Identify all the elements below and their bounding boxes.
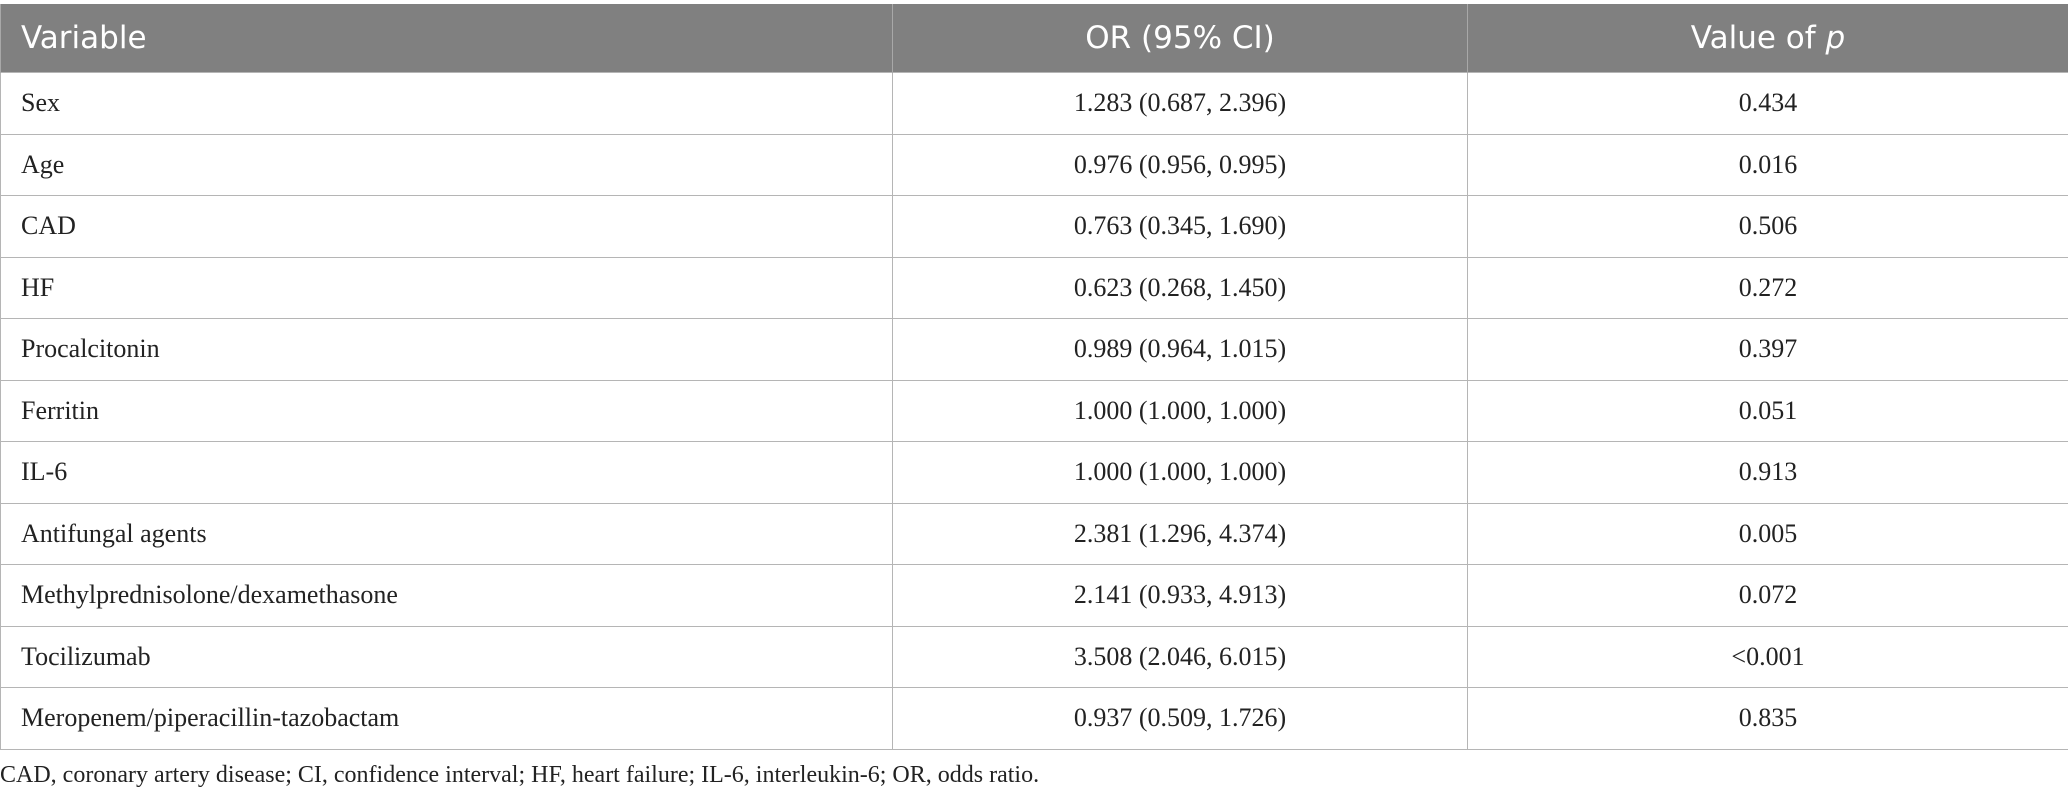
table-row: Methylprednisolone/dexamethasone 2.141 (0… bbox=[0, 564, 2068, 627]
table-row: IL-6 1.000 (1.000, 1.000) 0.913 bbox=[0, 441, 2068, 504]
cell-or-ci: 1.000 (1.000, 1.000) bbox=[892, 441, 1468, 504]
cell-or-ci: 3.508 (2.046, 6.015) bbox=[892, 625, 1468, 688]
header-row: Variable OR (95% CI) Value of p bbox=[0, 4, 2068, 73]
cell-variable: Age bbox=[0, 133, 893, 196]
cell-variable: HF bbox=[0, 256, 893, 319]
table-row: CAD 0.763 (0.345, 1.690) 0.506 bbox=[0, 195, 2068, 258]
table-row: Ferritin 1.000 (1.000, 1.000) 0.051 bbox=[0, 379, 2068, 442]
cell-variable: Meropenem/piperacillin-tazobactam bbox=[0, 687, 893, 750]
header-p-value: Value of p bbox=[1467, 4, 2068, 73]
header-variable: Variable bbox=[0, 4, 893, 73]
header-p-italic: p bbox=[1825, 20, 1846, 56]
cell-or-ci: 1.000 (1.000, 1.000) bbox=[892, 379, 1468, 442]
cell-p-value: 0.397 bbox=[1467, 318, 2068, 381]
table-footnote: CAD, coronary artery disease; CI, confid… bbox=[0, 762, 1040, 788]
table-row: HF 0.623 (0.268, 1.450) 0.272 bbox=[0, 256, 2068, 319]
cell-variable: Tocilizumab bbox=[0, 625, 893, 688]
table-row: Antifungal agents 2.381 (1.296, 4.374) 0.0… bbox=[0, 502, 2068, 565]
cell-p-value: 0.434 bbox=[1467, 72, 2068, 135]
cell-p-value: 0.506 bbox=[1467, 195, 2068, 258]
table-row: Sex 1.283 (0.687, 2.396) 0.434 bbox=[0, 72, 2068, 135]
table-row: Procalcitonin 0.989 (0.964, 1.015) 0.397 bbox=[0, 318, 2068, 381]
cell-variable: Procalcitonin bbox=[0, 318, 893, 381]
cell-or-ci: 0.989 (0.964, 1.015) bbox=[892, 318, 1468, 381]
cell-p-value: <0.001 bbox=[1467, 625, 2068, 688]
cell-variable: Antifungal agents bbox=[0, 502, 893, 565]
cell-p-value: 0.051 bbox=[1467, 379, 2068, 442]
table-row: Age 0.976 (0.956, 0.995) 0.016 bbox=[0, 133, 2068, 196]
results-table-container: Variable OR (95% CI) Value of p Sex 1.283… bbox=[0, 4, 2068, 750]
cell-p-value: 0.835 bbox=[1467, 687, 2068, 750]
table-row: Meropenem/piperacillin-tazobactam 0.937 (… bbox=[0, 687, 2068, 750]
cell-variable: Sex bbox=[0, 72, 893, 135]
header-p-prefix: Value of bbox=[1690, 20, 1826, 56]
cell-or-ci: 0.763 (0.345, 1.690) bbox=[892, 195, 1468, 258]
cell-p-value: 0.072 bbox=[1467, 564, 2068, 627]
cell-variable: CAD bbox=[0, 195, 893, 258]
cell-or-ci: 0.623 (0.268, 1.450) bbox=[892, 256, 1468, 319]
cell-or-ci: 0.937 (0.509, 1.726) bbox=[892, 687, 1468, 750]
cell-variable: Ferritin bbox=[0, 379, 893, 442]
table-body: Sex 1.283 (0.687, 2.396) 0.434 Age 0.976 (0.… bbox=[0, 72, 2068, 750]
cell-or-ci: 2.141 (0.933, 4.913) bbox=[892, 564, 1468, 627]
cell-variable: Methylprednisolone/dexamethasone bbox=[0, 564, 893, 627]
cell-or-ci: 0.976 (0.956, 0.995) bbox=[892, 133, 1468, 196]
cell-p-value: 0.016 bbox=[1467, 133, 2068, 196]
odds-ratio-table: Variable OR (95% CI) Value of p Sex 1.283… bbox=[0, 4, 2068, 750]
cell-p-value: 0.272 bbox=[1467, 256, 2068, 319]
cell-variable: IL-6 bbox=[0, 441, 893, 504]
header-or-ci: OR (95% CI) bbox=[892, 4, 1468, 73]
cell-p-value: 0.005 bbox=[1467, 502, 2068, 565]
cell-p-value: 0.913 bbox=[1467, 441, 2068, 504]
table-header: Variable OR (95% CI) Value of p bbox=[0, 4, 2068, 73]
cell-or-ci: 2.381 (1.296, 4.374) bbox=[892, 502, 1468, 565]
cell-or-ci: 1.283 (0.687, 2.396) bbox=[892, 72, 1468, 135]
table-row: Tocilizumab 3.508 (2.046, 6.015) <0.001 bbox=[0, 625, 2068, 688]
